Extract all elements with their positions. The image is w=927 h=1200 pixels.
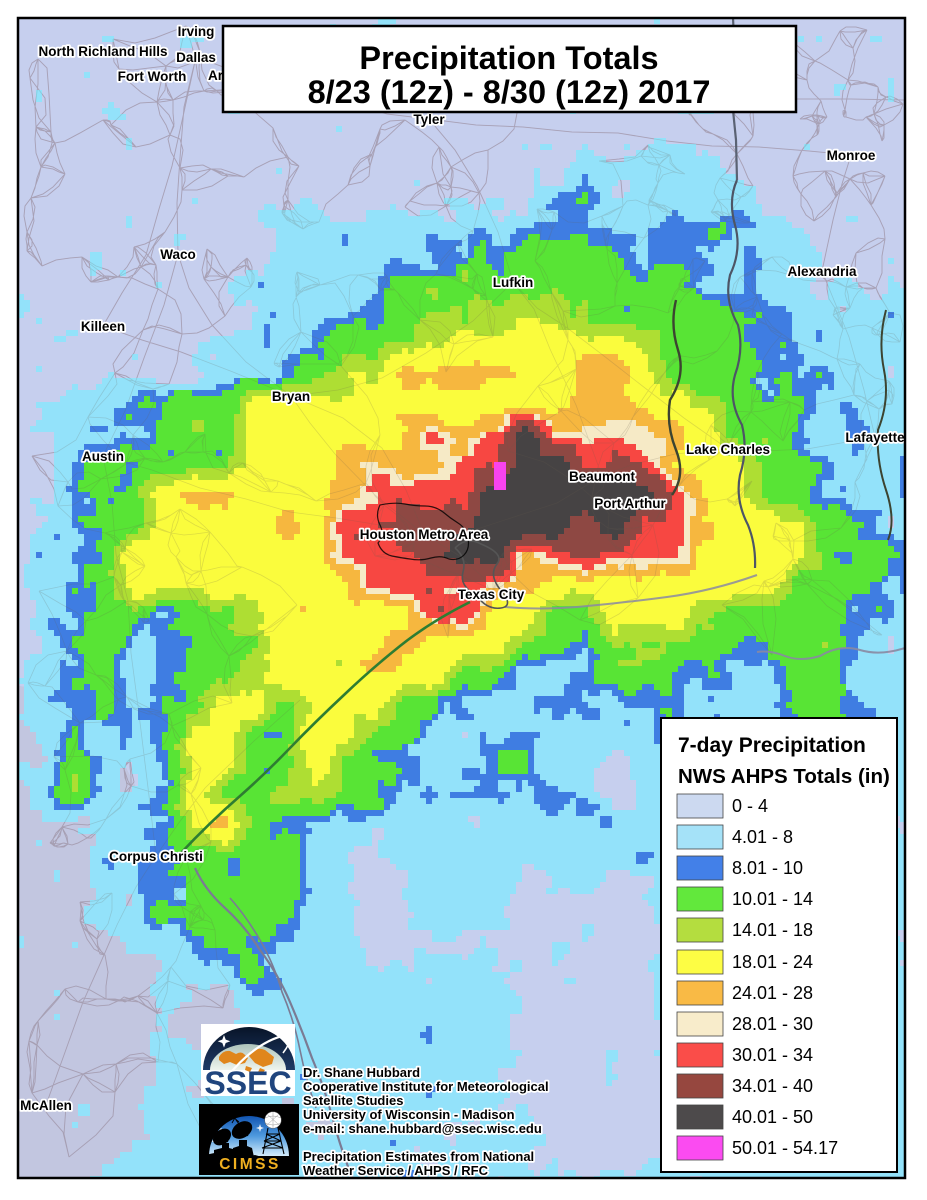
svg-text:North Richland Hills: North Richland Hills [38, 44, 167, 59]
svg-text:Texas City: Texas City [458, 587, 525, 602]
svg-text:Dr. Shane Hubbard: Dr. Shane Hubbard [303, 1065, 420, 1080]
svg-text:Killeen: Killeen [81, 319, 125, 334]
svg-text:Lafayette: Lafayette [845, 430, 905, 445]
svg-text:Lake Charles: Lake Charles [686, 442, 770, 457]
svg-text:0 - 4: 0 - 4 [732, 796, 768, 816]
svg-text:CIMSS: CIMSS [219, 1156, 281, 1173]
svg-text:30.01 - 34: 30.01 - 34 [732, 1045, 813, 1065]
svg-text:8.01 - 10: 8.01 - 10 [732, 858, 803, 878]
svg-text:24.01 - 28: 24.01 - 28 [732, 983, 813, 1003]
svg-text:10.01 - 14: 10.01 - 14 [732, 889, 813, 909]
svg-text:Dallas: Dallas [176, 50, 216, 65]
svg-text:40.01 - 50: 40.01 - 50 [732, 1107, 813, 1127]
svg-text:Bryan: Bryan [272, 389, 310, 404]
svg-text:Beaumont: Beaumont [569, 469, 636, 484]
svg-text:Corpus Christi: Corpus Christi [109, 849, 203, 864]
svg-text:Precipitation Totals: Precipitation Totals [359, 40, 658, 76]
svg-text:Irving: Irving [178, 24, 215, 39]
svg-text:e-mail: shane.hubbard@ssec.wis: e-mail: shane.hubbard@ssec.wisc.edu [303, 1121, 542, 1136]
svg-text:34.01 - 40: 34.01 - 40 [732, 1076, 813, 1096]
svg-text:Houston Metro Area: Houston Metro Area [360, 527, 489, 542]
svg-text:18.01 - 24: 18.01 - 24 [732, 952, 813, 972]
svg-text:SSEC: SSEC [204, 1065, 291, 1101]
svg-text:University of Wisconsin - Madi: University of Wisconsin - Madison [303, 1107, 515, 1122]
svg-text:28.01 - 30: 28.01 - 30 [732, 1014, 813, 1034]
svg-text:Weather Service / AHPS / RFC: Weather Service / AHPS / RFC [303, 1163, 489, 1178]
svg-text:4.01 - 8: 4.01 - 8 [732, 827, 793, 847]
svg-text:Tyler: Tyler [413, 112, 445, 127]
svg-text:Fort Worth: Fort Worth [118, 69, 187, 84]
svg-text:Monroe: Monroe [827, 148, 876, 163]
svg-text:Cooperative Institute for Mete: Cooperative Institute for Meteorological [303, 1079, 549, 1094]
svg-text:7-day Precipitation: 7-day Precipitation [678, 734, 866, 757]
svg-text:NWS AHPS Totals (in): NWS AHPS Totals (in) [678, 765, 890, 788]
svg-text:Austin: Austin [82, 449, 124, 464]
svg-text:Precipitation Estimates from N: Precipitation Estimates from National [303, 1149, 534, 1164]
svg-text:Alexandria: Alexandria [787, 264, 857, 279]
svg-text:Waco: Waco [160, 247, 196, 262]
svg-text:Port Arthur: Port Arthur [594, 496, 666, 511]
svg-text:50.01 - 54.17: 50.01 - 54.17 [732, 1138, 838, 1158]
svg-text:McAllen: McAllen [20, 1098, 72, 1113]
svg-text:Lufkin: Lufkin [493, 275, 534, 290]
svg-text:14.01 - 18: 14.01 - 18 [732, 920, 813, 940]
svg-text:Satellite Studies: Satellite Studies [303, 1093, 403, 1108]
svg-text:8/23 (12z) - 8/30 (12z) 2017: 8/23 (12z) - 8/30 (12z) 2017 [308, 74, 711, 110]
